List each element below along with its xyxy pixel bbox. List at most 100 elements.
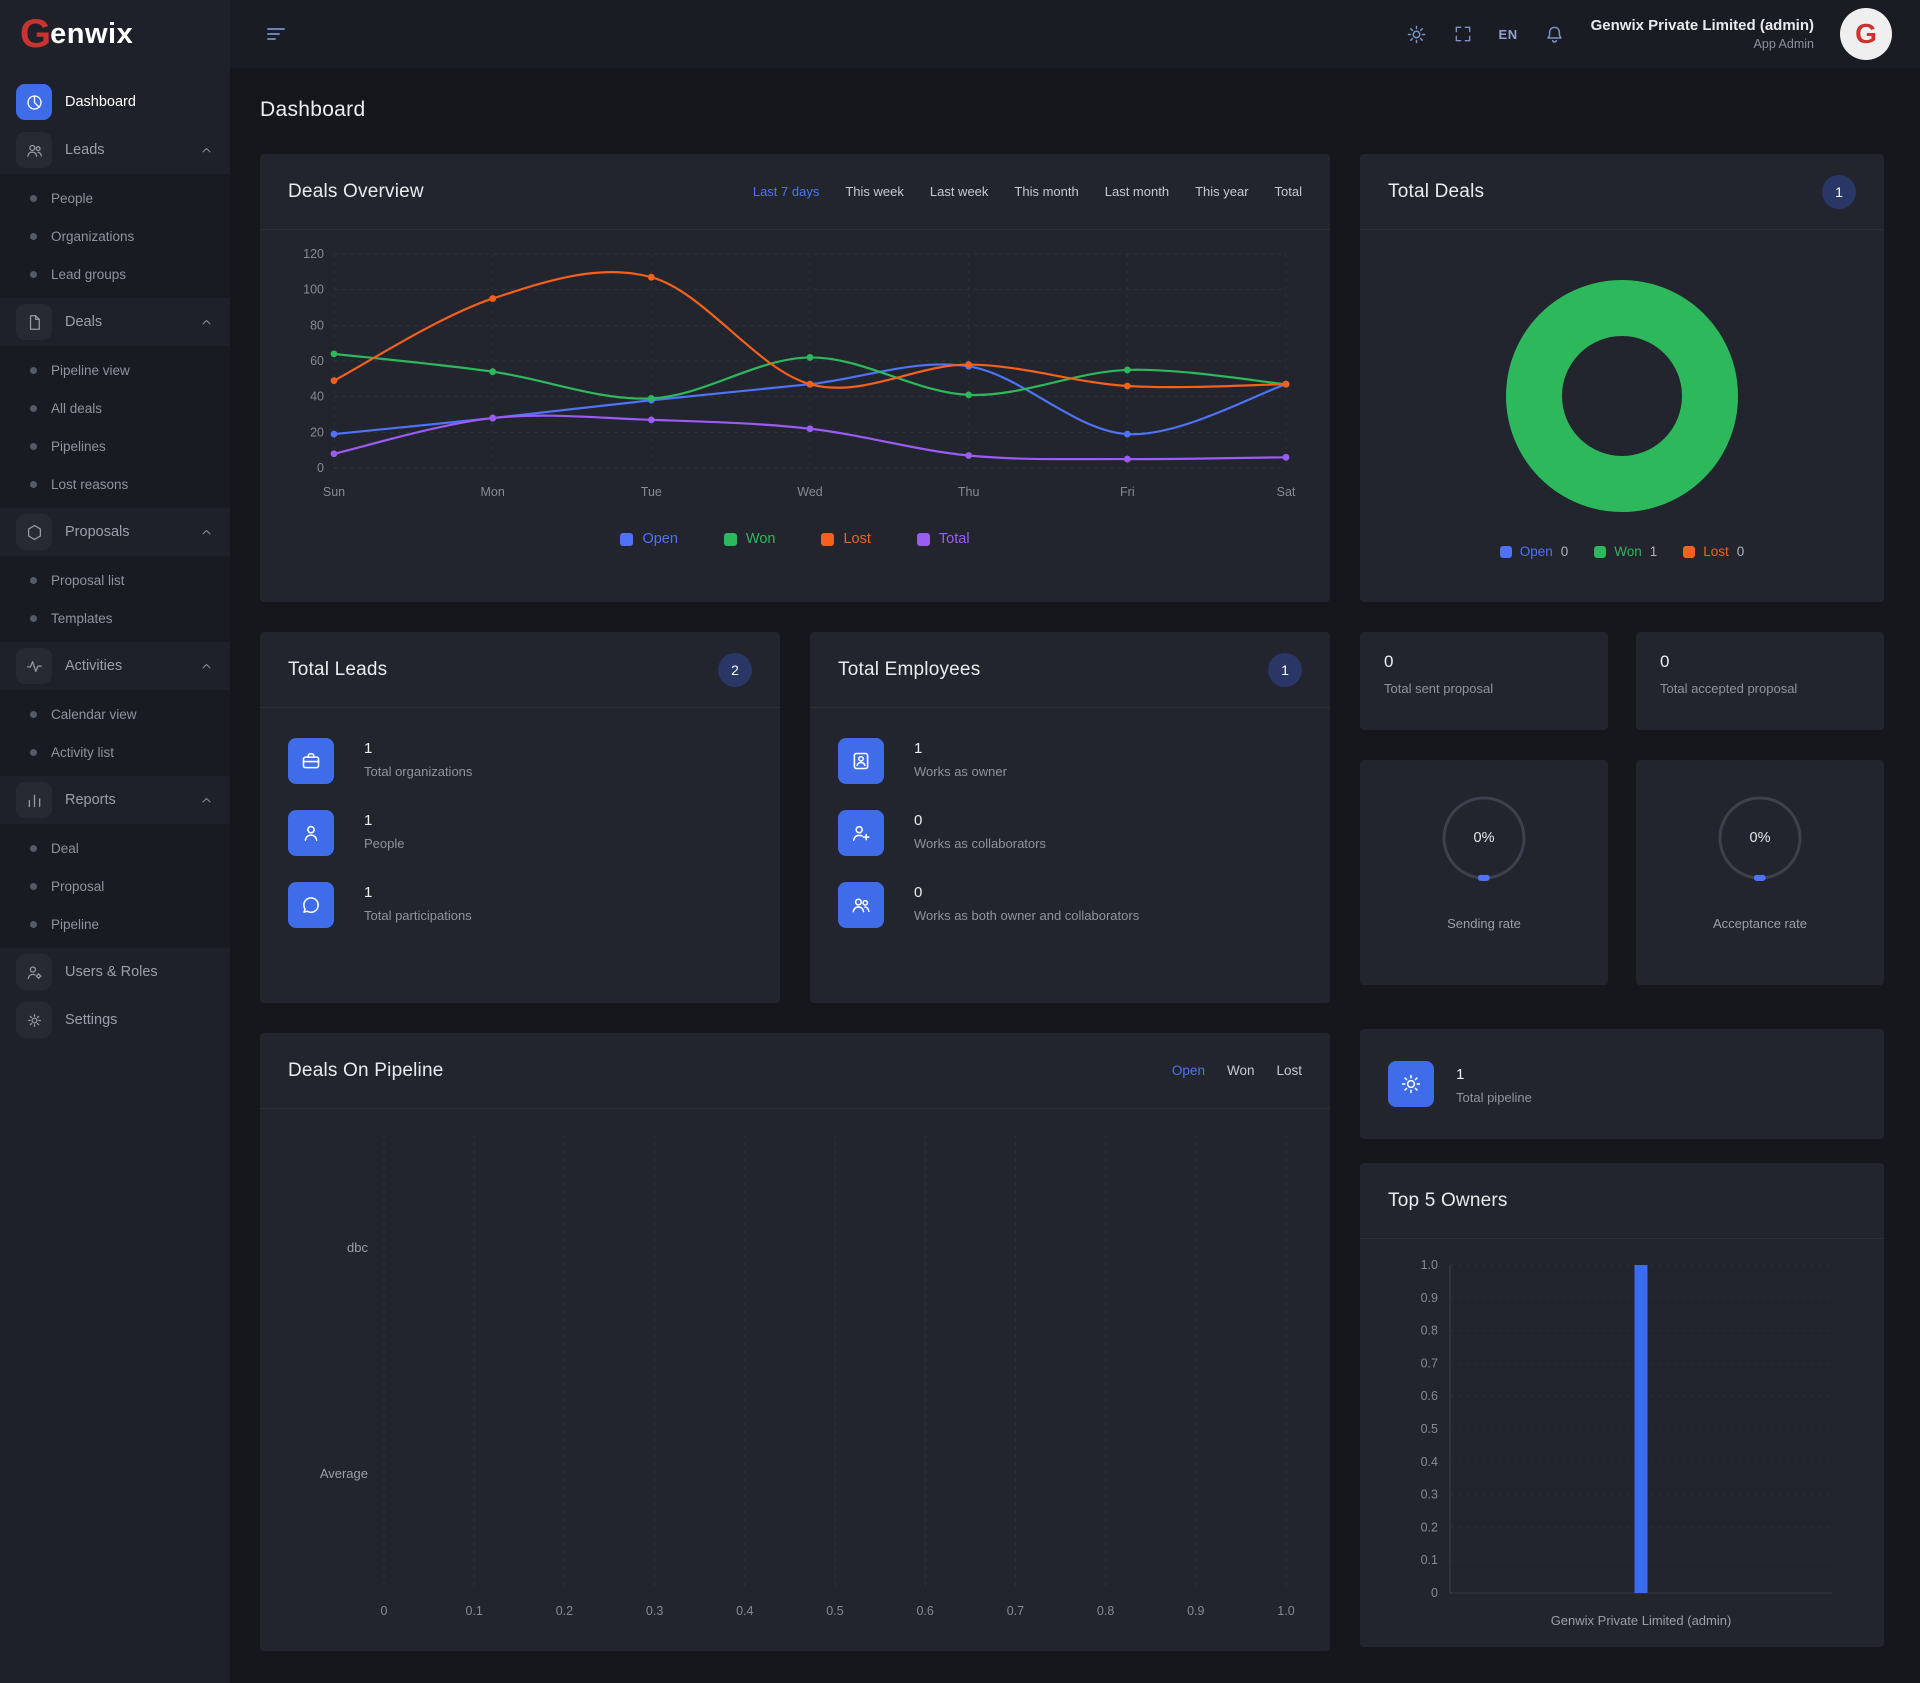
filter-last-7-days[interactable]: Last 7 days [752, 184, 820, 199]
tab-won[interactable]: Won [1226, 1063, 1255, 1078]
svg-text:Average: Average [320, 1466, 368, 1481]
svg-text:0.1: 0.1 [1421, 1553, 1438, 1567]
language-selector[interactable]: EN [1498, 26, 1518, 42]
stat-value: 0 [1660, 652, 1670, 671]
filter-total[interactable]: Total [1274, 184, 1302, 199]
svg-text:80: 80 [310, 318, 324, 332]
sidebar-item-settings[interactable]: Settings [0, 996, 230, 1044]
count-badge: 1 [1268, 652, 1302, 687]
filter-last-week[interactable]: Last week [929, 184, 989, 199]
legend-item-won[interactable]: Won [723, 531, 775, 547]
sidebar-subitem-activity-list[interactable]: Activity list [0, 733, 230, 771]
sidebar-item-leads[interactable]: Leads [0, 126, 230, 174]
legend-item-total[interactable]: Total [916, 531, 970, 547]
stat-label: Total pipeline [1456, 1089, 1532, 1105]
works-as-collaborators-row: 0 Works as collaborators [838, 810, 1302, 856]
card-title: Deals On Pipeline [288, 1059, 444, 1081]
people-row: 1 People [288, 810, 752, 856]
sending-rate-card: 0% Sending rate [1360, 760, 1608, 985]
sidebar-subitem-report-proposal[interactable]: Proposal [0, 867, 230, 905]
sidebar-subitem-calendar-view[interactable]: Calendar view [0, 695, 230, 733]
menu-toggle-icon[interactable] [264, 22, 288, 46]
stat-label: Total accepted proposal [1660, 681, 1798, 696]
bar-chart-icon [16, 782, 52, 818]
company-name: Genwix Private Limited (admin) [1590, 17, 1814, 35]
filter-this-week[interactable]: This week [845, 184, 904, 199]
sidebar-subitem-report-pipeline[interactable]: Pipeline [0, 905, 230, 943]
dashboard-icon [16, 84, 52, 120]
stat-label: Total participations [364, 908, 472, 923]
legend-item-open[interactable]: Open [620, 531, 678, 547]
sidebar-item-users-roles[interactable]: Users & Roles [0, 948, 230, 996]
avatar[interactable]: G [1840, 8, 1892, 60]
bullet-icon [30, 194, 37, 202]
sidebar-item-proposals[interactable]: Proposals [0, 508, 230, 556]
svg-text:0.1: 0.1 [466, 1604, 483, 1618]
hexagon-icon [16, 514, 52, 550]
stat-value: 1 [914, 740, 923, 757]
sidebar-subitem-all-deals[interactable]: All deals [0, 389, 230, 427]
sidebar-subitem-organizations[interactable]: Organizations [0, 217, 230, 255]
filter-this-month[interactable]: This month [1014, 184, 1079, 199]
sidebar-item-activities[interactable]: Activities [0, 642, 230, 690]
gauge-ring [1441, 795, 1527, 881]
sidebar-item-label: Dashboard [65, 94, 136, 110]
deals-on-pipeline-chart: 0 0.1 0.2 0.3 0.4 0.5 0.6 0.7 0.8 0.9 1.0 dbc Averag… [320, 1135, 1295, 1618]
deals-submenu: Pipeline view All deals Pipelines Lost r… [0, 346, 230, 508]
bullet-icon [30, 882, 37, 890]
donut-legend-lost[interactable]: Lost 0 [1683, 544, 1744, 559]
works-as-both-row: 0 Works as both owner and collaborators [838, 882, 1302, 928]
subitem-label: Pipeline [51, 916, 100, 932]
filter-this-year[interactable]: This year [1195, 184, 1249, 199]
total-pipeline-card: 1 Total pipeline [1360, 1029, 1884, 1139]
svg-text:0.2: 0.2 [1421, 1520, 1438, 1534]
theme-sun-icon[interactable] [1406, 24, 1427, 45]
svg-text:Wed: Wed [797, 485, 823, 499]
chevron-up-icon [199, 143, 214, 158]
sidebar-subitem-people[interactable]: People [0, 179, 230, 217]
person-badge-icon [838, 738, 884, 784]
overview-filter-bar: Last 7 days This week Last week This mon… [753, 184, 1302, 199]
bullet-icon [30, 576, 37, 584]
svg-text:Tue: Tue [641, 485, 662, 499]
person-gear-icon [16, 954, 52, 990]
sidebar-subitem-pipeline-view[interactable]: Pipeline view [0, 351, 230, 389]
chevron-up-icon [199, 315, 214, 330]
stat-label: People [364, 836, 405, 851]
sidebar-item-dashboard[interactable]: Dashboard [0, 78, 230, 126]
stat-value: 0 [914, 884, 923, 901]
legend-item-lost[interactable]: Lost [821, 531, 871, 547]
bullet-icon [30, 748, 37, 756]
sidebar-item-deals[interactable]: Deals [0, 298, 230, 346]
sidebar-subitem-lost-reasons[interactable]: Lost reasons [0, 465, 230, 503]
proposals-submenu: Proposal list Templates [0, 556, 230, 642]
sidebar-item-reports[interactable]: Reports [0, 776, 230, 824]
svg-text:40: 40 [310, 390, 324, 404]
gauge-label: Acceptance rate [1713, 916, 1807, 931]
tab-open[interactable]: Open [1171, 1063, 1205, 1078]
tab-lost[interactable]: Lost [1276, 1063, 1302, 1078]
sidebar-subitem-report-deal[interactable]: Deal [0, 829, 230, 867]
account-menu[interactable]: Genwix Private Limited (admin) App Admin [1591, 16, 1814, 52]
total-accepted-proposal-card: 0 Total accepted proposal [1636, 632, 1884, 730]
stat-label: Works as owner [914, 764, 1007, 779]
stat-value: 1 [1456, 1065, 1465, 1083]
sidebar-item-label: Proposals [65, 524, 130, 540]
bell-icon[interactable] [1544, 24, 1565, 45]
donut-legend-won[interactable]: Won 1 [1594, 544, 1657, 559]
sidebar-subitem-pipelines[interactable]: Pipelines [0, 427, 230, 465]
filter-last-month[interactable]: Last month [1104, 184, 1170, 199]
fullscreen-icon[interactable] [1453, 24, 1473, 44]
sidebar-subitem-proposal-list[interactable]: Proposal list [0, 561, 230, 599]
svg-text:0.2: 0.2 [556, 1604, 573, 1618]
sidebar-subitem-lead-groups[interactable]: Lead groups [0, 255, 230, 293]
sidebar-subitem-templates[interactable]: Templates [0, 599, 230, 637]
svg-text:dbc: dbc [347, 1240, 368, 1255]
svg-text:100: 100 [303, 283, 324, 297]
svg-text:20: 20 [310, 425, 324, 439]
svg-text:0.8: 0.8 [1097, 1604, 1114, 1618]
bullet-icon [30, 232, 37, 240]
donut-legend-open[interactable]: Open 0 [1499, 544, 1568, 559]
svg-text:0: 0 [1431, 1586, 1438, 1600]
